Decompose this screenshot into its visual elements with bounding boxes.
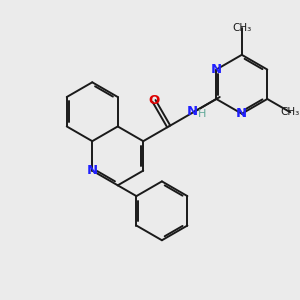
Text: N: N: [236, 107, 248, 120]
Text: N: N: [187, 105, 198, 118]
Text: CH₃: CH₃: [280, 107, 300, 117]
Text: O: O: [148, 94, 160, 107]
Text: CH₃: CH₃: [232, 23, 251, 33]
Text: N: N: [211, 63, 222, 76]
Text: H: H: [198, 109, 207, 119]
Text: N: N: [87, 164, 98, 177]
